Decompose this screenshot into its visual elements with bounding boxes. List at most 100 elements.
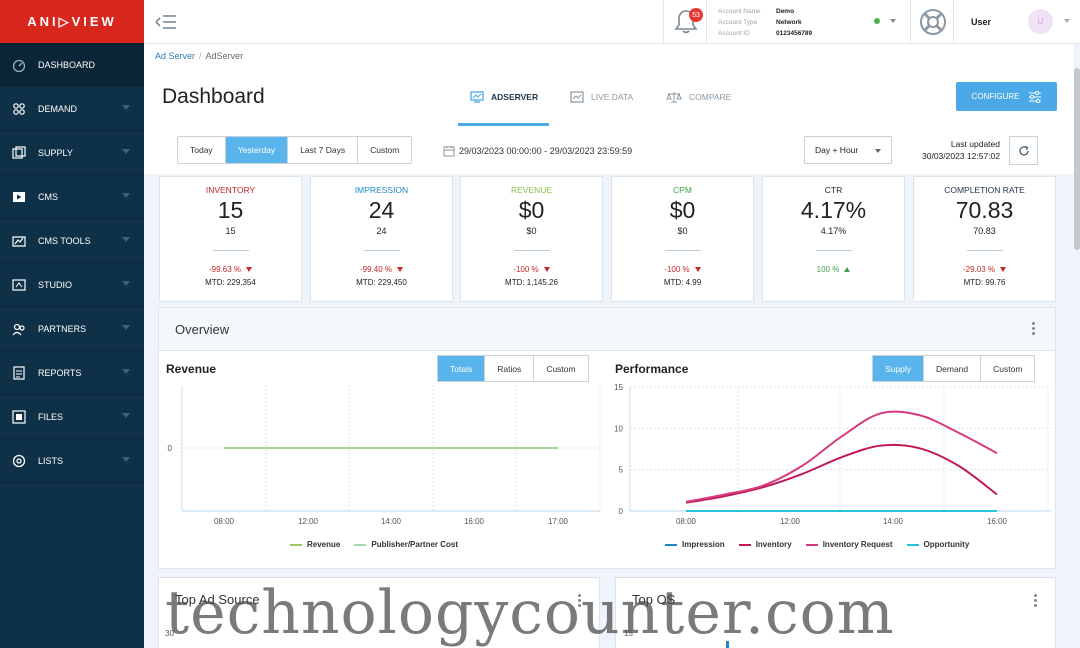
account-id-label: Account ID bbox=[718, 30, 750, 37]
more-vert-icon[interactable] bbox=[1032, 322, 1035, 335]
monitor-icon bbox=[470, 91, 484, 103]
chevron-down-icon bbox=[122, 149, 130, 154]
x-tick-label: 08:00 bbox=[214, 517, 235, 526]
granularity-select[interactable]: Day + Hour bbox=[804, 136, 892, 164]
tab-compare[interactable]: COMPARE bbox=[666, 91, 731, 103]
supply-icon bbox=[12, 145, 26, 159]
breadcrumb-current: AdServer bbox=[205, 51, 244, 61]
sidebar-item-partners[interactable]: PARTNERS bbox=[0, 307, 144, 351]
divider bbox=[966, 250, 1003, 251]
refresh-button[interactable] bbox=[1009, 136, 1038, 165]
toggle-supply[interactable]: Supply bbox=[873, 356, 924, 381]
kpi-change: -100 % bbox=[612, 265, 753, 274]
scrollbar[interactable] bbox=[1074, 68, 1080, 250]
kpi-card-impression[interactable]: IMPRESSION 24 24 -99.40 % MTD: 229,450 bbox=[310, 176, 453, 302]
notifications-button[interactable] bbox=[663, 0, 707, 44]
menu-collapse-icon[interactable] bbox=[154, 12, 178, 32]
sidebar-item-lists[interactable]: LISTS bbox=[0, 439, 144, 483]
kpi-title: IMPRESSION bbox=[354, 185, 409, 195]
chevron-down-icon[interactable] bbox=[890, 19, 896, 23]
date-range-value: 29/03/2023 00:00:00 - 29/03/2023 23:59:5… bbox=[459, 146, 633, 156]
range-today[interactable]: Today bbox=[178, 137, 226, 163]
last-updated-value: 30/03/2023 12:57:02 bbox=[922, 151, 1000, 161]
tab-adserver[interactable]: ADSERVER bbox=[470, 91, 538, 103]
kpi-mtd: MTD: 4.99 bbox=[663, 278, 702, 287]
user-name[interactable]: User bbox=[971, 17, 992, 27]
sidebar-item-demand[interactable]: DEMAND bbox=[0, 87, 144, 131]
legend-item[interactable]: Revenue bbox=[290, 540, 340, 549]
arrow-down-icon bbox=[694, 267, 701, 272]
legend-item[interactable]: Inventory Request bbox=[805, 540, 893, 549]
x-tick-label: 16:00 bbox=[464, 517, 485, 526]
kpi-subvalue: 70.83 bbox=[973, 226, 996, 236]
sidebar-item-studio[interactable]: STUDIO bbox=[0, 263, 144, 307]
legend-label: Opportunity bbox=[923, 540, 970, 549]
toggle-custom[interactable]: Custom bbox=[546, 363, 576, 374]
x-tick-label: 08:00 bbox=[676, 517, 697, 526]
sidebar-item-supply[interactable]: SUPPLY bbox=[0, 131, 144, 175]
legend-item[interactable]: Inventory bbox=[738, 540, 792, 549]
kpi-card-cpm[interactable]: CPM $0 $0 -100 % MTD: 4.99 bbox=[611, 176, 754, 302]
range-yesterday[interactable]: Yesterday bbox=[225, 137, 289, 163]
sidebar-item-label: LISTS bbox=[38, 455, 64, 466]
logo[interactable]: ANI▷VIEW bbox=[0, 0, 144, 43]
lists-icon bbox=[12, 454, 26, 467]
x-tick-label: 17:00 bbox=[548, 517, 569, 526]
x-tick-label: 12:00 bbox=[780, 517, 801, 526]
breadcrumb-link[interactable]: Ad Server bbox=[155, 51, 196, 61]
kpi-mtd: MTD: 229,354 bbox=[205, 278, 256, 287]
revenue-legend: Revenue Publisher/Partner Cost bbox=[290, 540, 472, 549]
kpi-change: -100 % bbox=[461, 265, 602, 274]
legend-item[interactable]: Publisher/Partner Cost bbox=[354, 540, 458, 549]
sidebar-item-files[interactable]: FILES bbox=[0, 395, 144, 439]
legend-item[interactable]: Impression bbox=[665, 540, 725, 549]
divider bbox=[212, 250, 249, 251]
chevron-down-icon[interactable] bbox=[1064, 19, 1070, 23]
notification-badge: 53 bbox=[689, 8, 703, 22]
kpi-value: 4.17% bbox=[800, 197, 867, 223]
account-info[interactable]: Account Name Demo Account Type Network Acc… bbox=[718, 6, 812, 39]
toggle-totals[interactable]: Totals bbox=[438, 356, 486, 381]
sidebar-item-label: SUPPLY bbox=[38, 147, 73, 158]
toggle-ratios[interactable]: Ratios bbox=[485, 356, 535, 381]
x-tick-label: 14:00 bbox=[381, 517, 402, 526]
revenue-chart: 0 08:00 12:00 14:00 16:00 17:00 bbox=[168, 385, 601, 526]
kpi-title: COMPLETION RATE bbox=[944, 185, 1025, 195]
sidebar-item-label: DEMAND bbox=[38, 103, 78, 114]
kpi-title: CTR bbox=[824, 185, 843, 195]
kpi-card-ctr[interactable]: CTR 4.17% 4.17% 100 % bbox=[762, 176, 905, 302]
more-vert-icon[interactable] bbox=[1034, 594, 1037, 607]
kpi-card-revenue[interactable]: REVENUE $0 $0 -100 % MTD: 1,145.26 bbox=[460, 176, 603, 302]
x-tick-label: 12:00 bbox=[298, 517, 319, 526]
performance-legend: Impression Inventory Inventory Request O… bbox=[665, 540, 983, 549]
sidebar-item-label: CMS bbox=[38, 191, 58, 202]
overview-header: Overview bbox=[159, 308, 1055, 351]
sidebar-item-dashboard[interactable]: DASHBOARD bbox=[0, 43, 144, 87]
tab-label: ADSERVER bbox=[491, 92, 539, 102]
granularity-value: Day + Hour bbox=[815, 145, 859, 155]
more-vert-icon[interactable] bbox=[578, 594, 581, 607]
avatar[interactable]: U bbox=[1028, 9, 1053, 34]
divider bbox=[363, 250, 400, 251]
configure-button[interactable]: CONFIGURE bbox=[956, 82, 1057, 111]
range-last-7-days[interactable]: Last 7 Days bbox=[288, 137, 359, 163]
sidebar-item-cms-tools[interactable]: CMS TOOLS bbox=[0, 219, 144, 263]
arrow-down-icon bbox=[397, 267, 404, 272]
legend-item[interactable]: Opportunity bbox=[906, 540, 970, 549]
toggle-custom[interactable]: Custom bbox=[993, 363, 1023, 374]
sidebar-item-cms[interactable]: CMS bbox=[0, 175, 144, 219]
kpi-card-inventory[interactable]: INVENTORY 15 15 -99.63 % MTD: 229,354 bbox=[159, 176, 302, 302]
help-button[interactable] bbox=[910, 0, 954, 44]
sidebar-item-label: FILES bbox=[38, 411, 64, 422]
account-id: 0123456789 bbox=[776, 30, 813, 37]
kpi-card-completion-rate[interactable]: COMPLETION RATE 70.83 70.83 -29.03 % MTD: 99… bbox=[913, 176, 1056, 302]
studio-icon bbox=[12, 278, 26, 291]
toggle-demand[interactable]: Demand bbox=[924, 356, 982, 381]
performance-view-toggle: Supply Demand Custom bbox=[872, 355, 1036, 382]
sidebar-item-reports[interactable]: REPORTS bbox=[0, 351, 144, 395]
kpi-mtd: MTD: 1,145.26 bbox=[505, 278, 558, 287]
scale-icon bbox=[666, 92, 682, 103]
range-custom[interactable]: Custom bbox=[370, 145, 400, 155]
date-range-picker[interactable]: 29/03/2023 00:00:00 - 29/03/2023 23:59:5… bbox=[443, 145, 632, 157]
tab-live-data[interactable]: LIVE DATA bbox=[570, 91, 633, 103]
